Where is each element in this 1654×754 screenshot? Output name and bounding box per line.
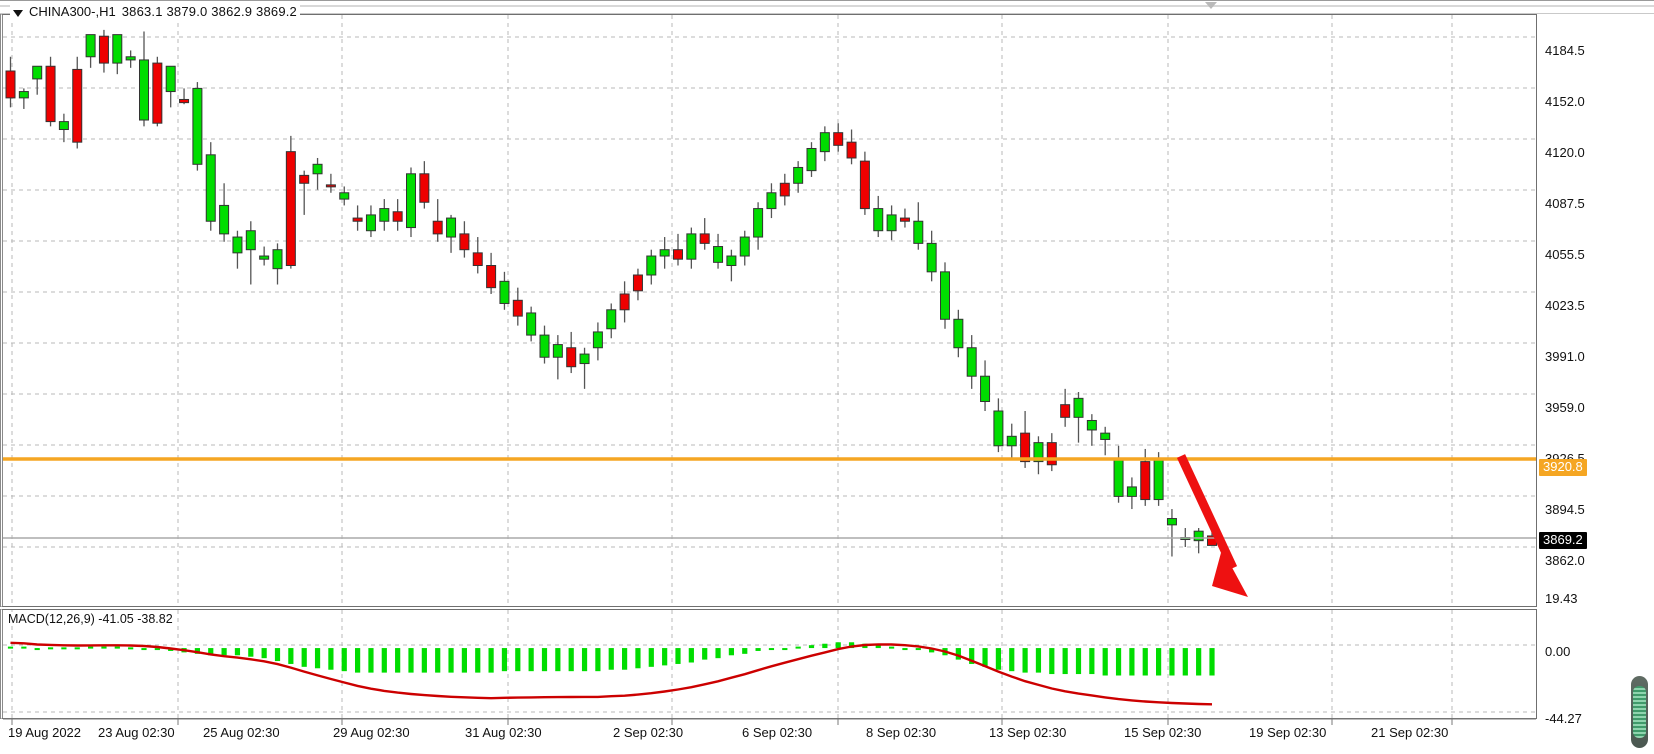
time-axis-label: 31 Aug 02:30 [465, 725, 542, 740]
price-pane[interactable] [0, 14, 1537, 607]
current-price-tag[interactable]: 3869.2 [1539, 532, 1587, 549]
price-axis-label: 3991.0 [1545, 349, 1585, 364]
macd-axis-label: -44.27 [1545, 711, 1582, 726]
vertical-scrollbar[interactable] [1631, 676, 1648, 748]
price-axis-label: 4055.5 [1545, 247, 1585, 262]
price-axis-label: 4087.5 [1545, 196, 1585, 211]
time-axis-label: 21 Sep 02:30 [1371, 725, 1449, 740]
price-axis-label: 4120.0 [1545, 145, 1585, 160]
time-axis-label: 29 Aug 02:30 [333, 725, 410, 740]
macd-axis-label: 19.43 [1545, 591, 1578, 606]
title-strip-divider [0, 5, 1654, 7]
symbol-label: CHINA300-,H1 [29, 4, 116, 19]
price-axis-label: 3894.5 [1545, 502, 1585, 517]
time-axis-label: 6 Sep 02:30 [742, 725, 813, 740]
window-title-strip [0, 0, 1654, 14]
time-axis-label: 8 Sep 02:30 [866, 725, 937, 740]
price-axis[interactable]: 4184.5 4152.0 4120.0 4087.5 4055.5 4023.… [1537, 14, 1654, 725]
time-axis-label: 13 Sep 02:30 [989, 725, 1067, 740]
time-axis-label: 19 Aug 2022 [8, 725, 82, 740]
chart-header: CHINA300-,H1 3863.1 3879.0 3862.9 3869.2 [10, 5, 300, 19]
macd-indicator-label: MACD(12,26,9) -41.05 -38.82 [6, 612, 175, 626]
time-axis-pane [0, 719, 1537, 754]
price-axis-label: 4023.5 [1545, 298, 1585, 313]
scrollbar-grip[interactable] [1633, 686, 1646, 738]
time-axis-label: 25 Aug 02:30 [203, 725, 280, 740]
ohlc-values: 3863.1 3879.0 3862.9 3869.2 [121, 4, 297, 19]
macd-axis-label: 0.00 [1545, 644, 1571, 659]
support-level-tag[interactable]: 3920.8 [1539, 459, 1587, 476]
chevron-down-icon[interactable] [13, 9, 23, 17]
time-axis-label: 19 Sep 02:30 [1249, 725, 1327, 740]
price-axis-label: 4184.5 [1545, 43, 1585, 58]
time-axis-label: 2 Sep 02:30 [613, 725, 684, 740]
time-axis-label: 23 Aug 02:30 [98, 725, 175, 740]
price-axis-label: 3959.0 [1545, 400, 1585, 415]
chart-scroll-pointer-icon[interactable] [1205, 2, 1217, 9]
price-axis-label: 3862.0 [1545, 553, 1585, 568]
price-axis-label: 4152.0 [1545, 94, 1585, 109]
macd-pane[interactable] [0, 609, 1537, 719]
time-axis-label: 15 Sep 02:30 [1124, 725, 1202, 740]
